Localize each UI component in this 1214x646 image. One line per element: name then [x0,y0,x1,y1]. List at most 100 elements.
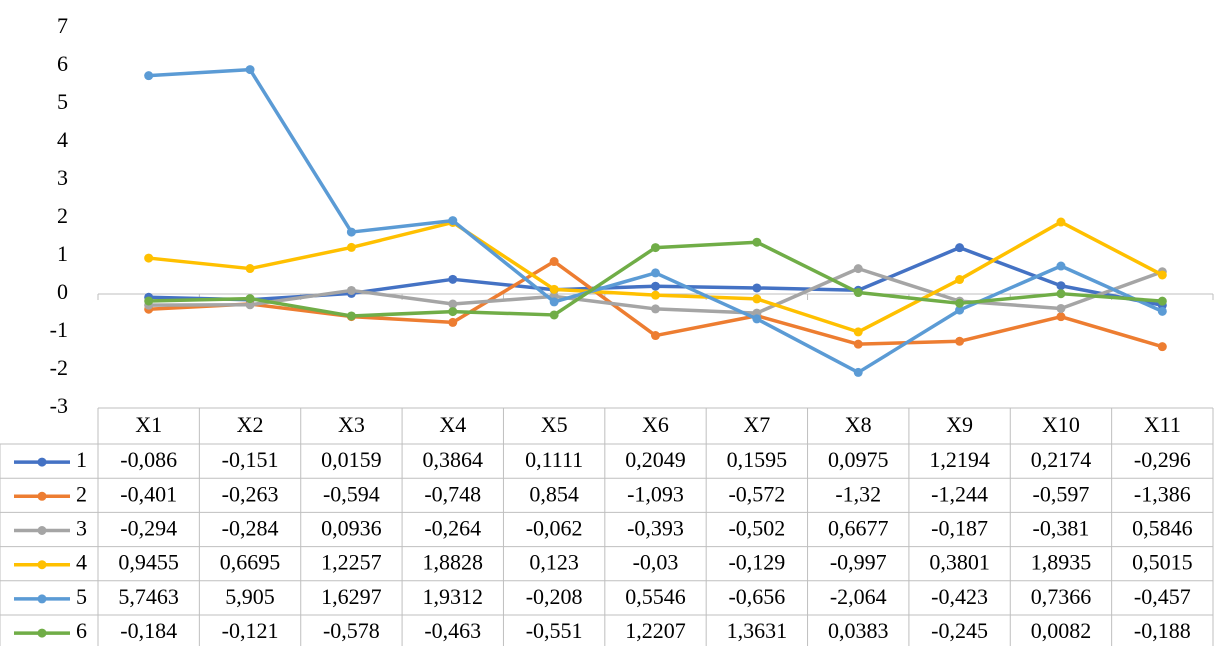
series-line [148,67,1164,375]
table-cell: -0,264 [424,516,481,541]
table-cell: 0,0975 [828,447,889,472]
y-tick-label: 6 [57,51,68,76]
data-point [1157,306,1167,316]
x-tick-label: X4 [439,412,466,437]
data-point [549,297,559,307]
table-cell: -0,294 [120,516,177,541]
table-cell: 0,123 [529,550,579,575]
table-cell: -1,386 [1134,481,1191,506]
x-tick-label: X5 [541,412,568,437]
table-cell: -0,423 [931,584,988,609]
y-tick-label: -3 [50,393,68,418]
table-cell: -0,457 [1134,584,1191,609]
x-tick-label: X3 [338,412,365,437]
data-point [651,331,660,341]
y-tick-label: 2 [57,203,68,228]
data-point [853,264,863,274]
y-tick-label: 3 [57,165,68,190]
data-point [346,285,356,295]
table-cell: 0,1595 [727,447,788,472]
table-cell: -0,463 [424,618,481,643]
y-tick-label: 1 [57,241,68,266]
x-tick-label: X6 [642,412,669,437]
data-point [955,305,965,315]
y-tick-label: -2 [50,355,68,380]
data-point [651,304,660,314]
data-point [853,288,863,298]
table-cell: 0,5546 [625,584,686,609]
data-point [448,274,458,284]
table-cell: -1,32 [835,481,881,506]
legend-label: 5 [76,584,87,609]
table-cell: 0,9455 [118,550,179,575]
y-tick-label: 0 [57,279,68,304]
table-cell: 0,1111 [525,447,583,472]
table-cell: -0,151 [222,447,279,472]
table-cell: -0,393 [627,516,684,541]
data-point [346,311,356,321]
table-cell: -0,594 [323,481,380,506]
data-point [1056,261,1066,271]
table-cell: 0,5015 [1132,550,1193,575]
data-point [853,327,863,337]
data-point [1056,217,1066,227]
data-point [549,257,559,267]
table-cell: 0,6695 [220,550,281,575]
data-point [752,294,762,304]
table-cell: -0,086 [120,447,177,472]
table-cell: 0,3864 [423,447,484,472]
table-cell: 1,2207 [625,618,686,643]
legend-marker [37,457,47,467]
table-cell: -0,129 [728,550,785,575]
data-point [1056,281,1066,291]
legend-marker [37,491,47,501]
data-point [144,296,154,306]
data-point [955,275,965,285]
data-point [853,367,863,377]
table-cell: -0,401 [120,481,177,506]
legend-label: 6 [76,618,87,643]
data-point [448,216,458,226]
data-point [955,336,965,346]
x-tick-label: X7 [743,412,770,437]
table-cell: -0,597 [1033,481,1090,506]
y-tick-label: 5 [57,89,68,114]
table-cell: -0,296 [1134,447,1191,472]
table-cell: 1,6297 [321,584,382,609]
data-point [752,237,762,247]
legend-label: 1 [76,447,87,472]
table-cell: -1,244 [931,481,988,506]
data-point [144,253,154,263]
data-point [1056,289,1066,299]
data-point [448,299,458,309]
legend-marker [37,526,47,535]
table-cell: -0,551 [526,618,583,643]
data-point [448,317,458,327]
table-cell: -0,187 [931,516,988,541]
table-cell: -0,656 [728,584,785,609]
table-cell: 0,7366 [1031,584,1092,609]
table-cell: 0,6677 [828,516,889,541]
table-cell: -0,121 [222,618,279,643]
x-tick-label: X8 [845,412,872,437]
table-cell: 0,2049 [625,447,686,472]
data-point [245,294,255,304]
table-cell: 5,905 [225,584,275,609]
legend-marker [37,628,47,638]
table-cell: -2,064 [830,584,887,609]
data-point [245,264,255,274]
legend-label: 2 [76,481,87,506]
data-point [1157,342,1167,352]
data-point [1056,303,1066,313]
table-cell: -0,997 [830,550,887,575]
table-cell: 0,0383 [828,618,889,643]
table-cell: 0,0159 [321,447,382,472]
table-cell: 0,3801 [929,550,990,575]
table-cell: -0,263 [222,481,279,506]
data-point [752,314,762,324]
table-cell: 1,3631 [727,618,788,643]
data-point [346,242,356,252]
table-cell: 0,0082 [1031,618,1092,643]
data-point [955,298,965,308]
